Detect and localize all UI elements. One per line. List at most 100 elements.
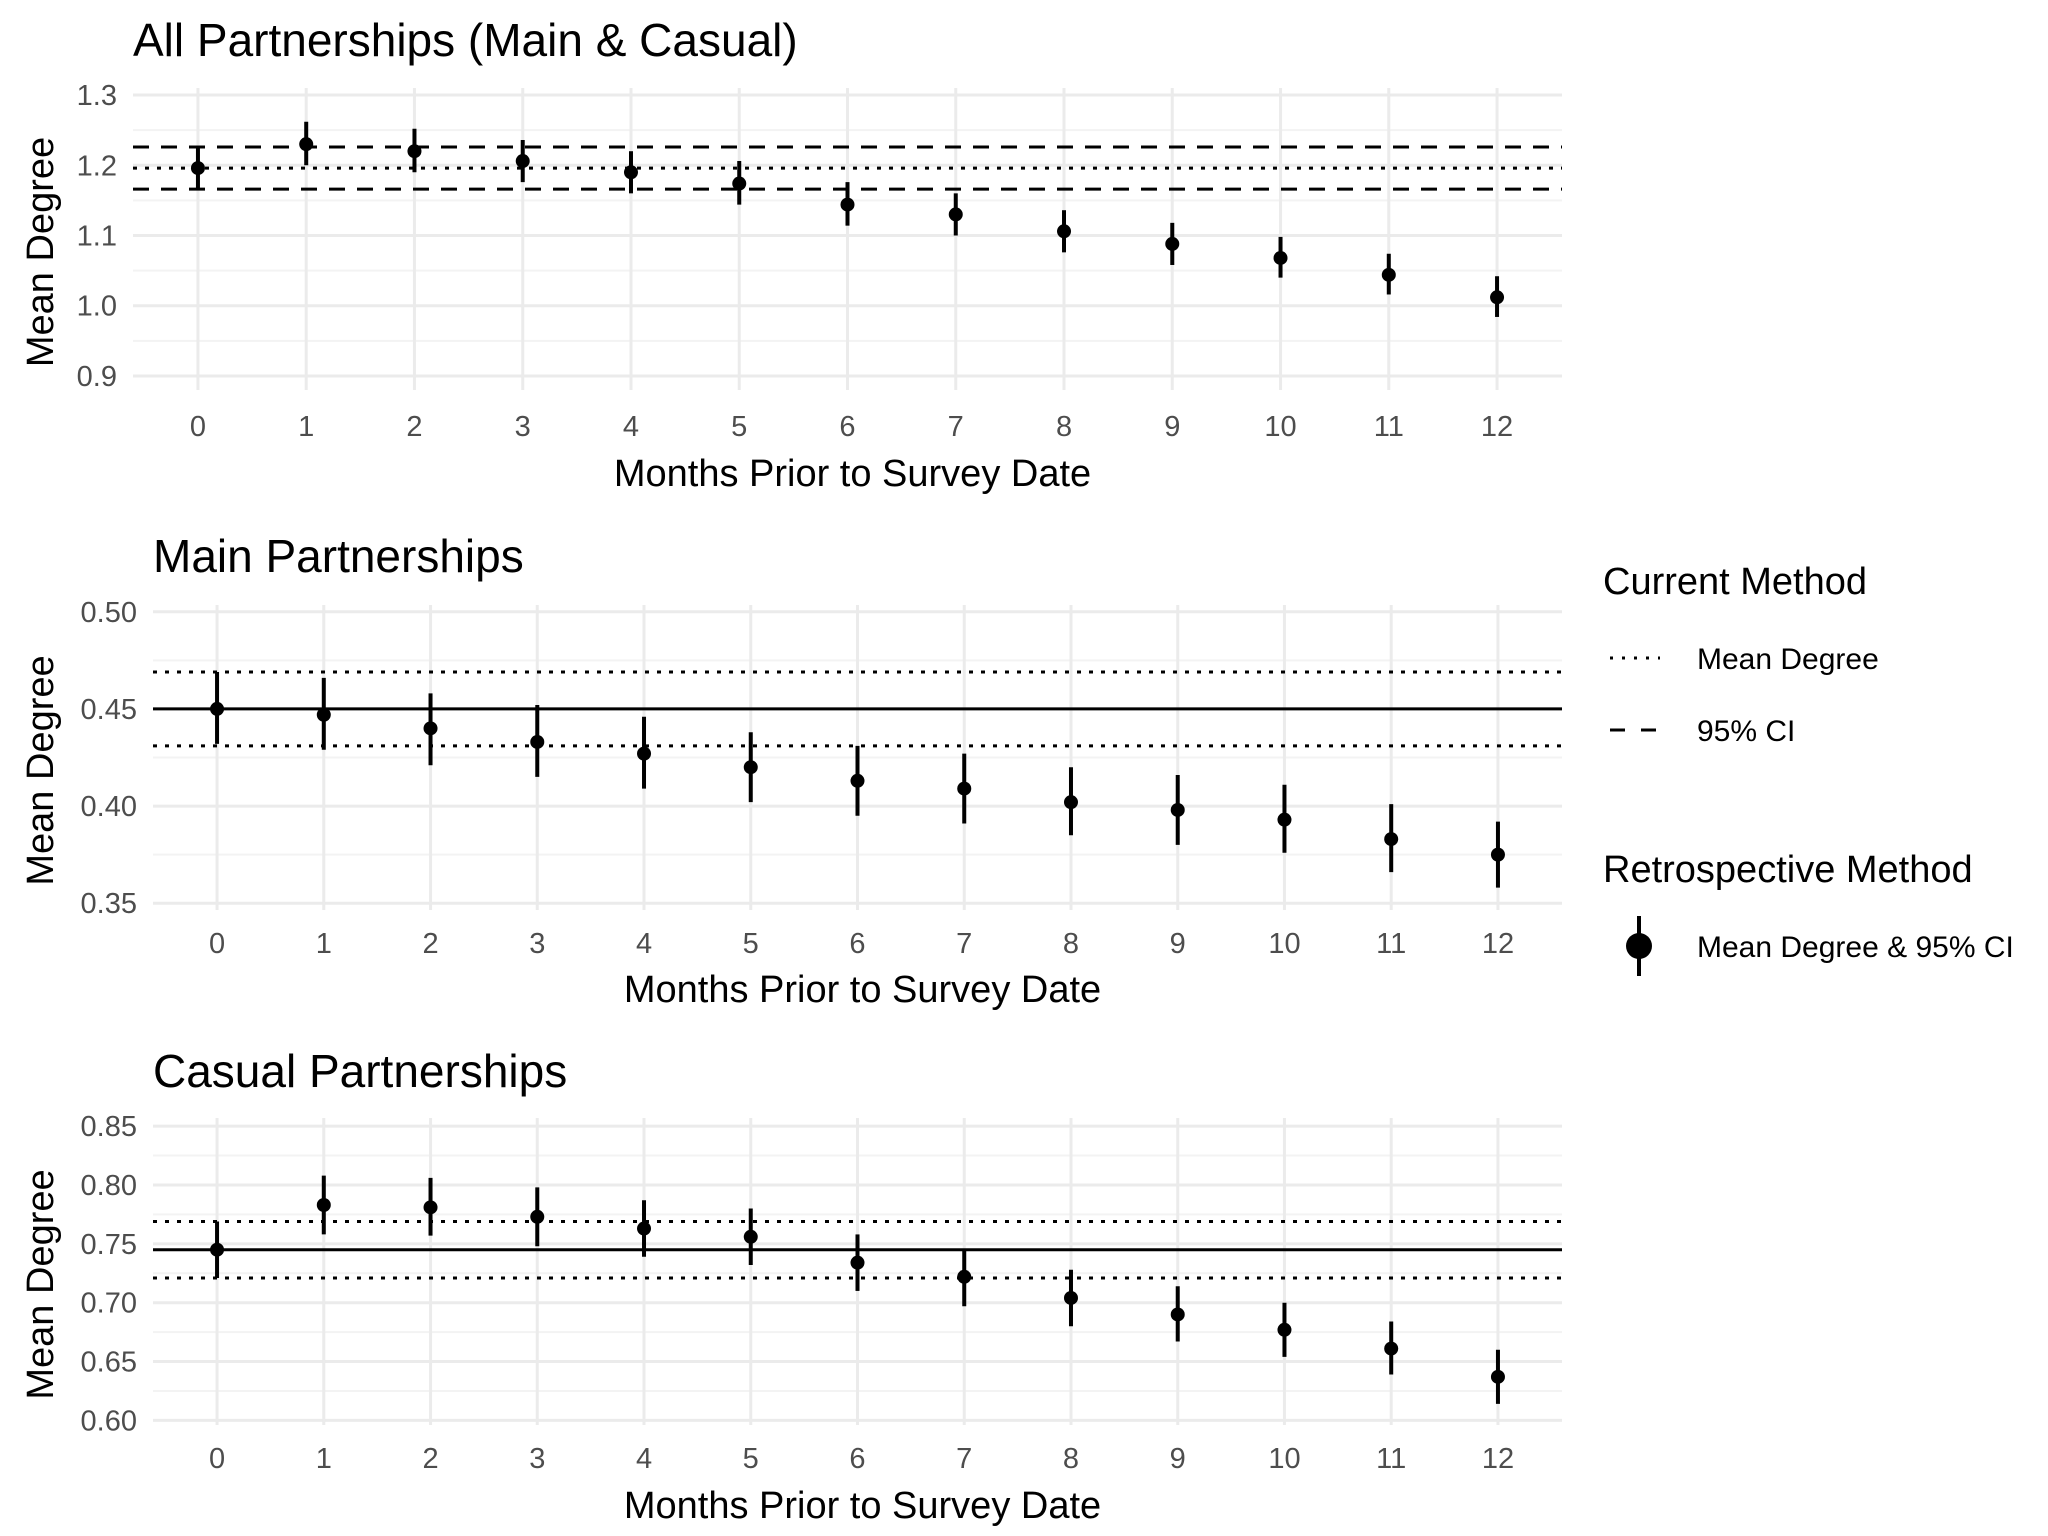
data-point	[1273, 250, 1288, 265]
chart-title: Casual Partnerships	[153, 1045, 567, 1097]
data-point	[423, 1200, 438, 1215]
x-tick-label: 2	[406, 411, 422, 443]
data-point	[743, 1229, 758, 1244]
data-point	[1165, 236, 1180, 251]
y-tick-label: 0.70	[81, 1288, 137, 1320]
data-point	[1490, 1369, 1505, 1384]
panel-2: 0.600.650.700.750.800.850 1 2 3 4 5 6 7 8 9 10 11 12…	[20, 1045, 1562, 1527]
x-tick-label: 6	[849, 928, 865, 960]
data-point	[1063, 1290, 1078, 1305]
data-point	[732, 176, 747, 191]
y-tick-label: 0.35	[81, 888, 137, 920]
data-point	[637, 1221, 652, 1236]
data-point	[1490, 847, 1505, 862]
x-axis-label: Months Prior to Survey Date	[624, 969, 1101, 1011]
data-point	[515, 154, 530, 169]
data-point	[957, 1269, 972, 1284]
data-point	[1384, 832, 1399, 847]
data-point	[850, 1255, 865, 1270]
data-point	[743, 760, 758, 775]
x-tick-label: 7	[956, 928, 972, 960]
legend: Current Method Mean Degree 95% CI Retros…	[1603, 561, 2014, 976]
x-tick-label: 9	[1164, 411, 1180, 443]
x-tick-label: 6	[839, 411, 855, 443]
data-point	[637, 746, 652, 761]
data-point	[1057, 224, 1072, 239]
legend-title-retrospective: Retrospective Method	[1603, 849, 1973, 891]
x-axis-label: Months Prior to Survey Date	[624, 1485, 1101, 1527]
y-tick-label: 0.65	[81, 1347, 137, 1379]
data-point	[530, 1209, 545, 1224]
x-tick-label: 10	[1268, 1443, 1300, 1475]
data-point	[407, 144, 422, 159]
chart-title: All Partnerships (Main & Casual)	[133, 14, 798, 66]
y-tick-label: 0.60	[81, 1405, 137, 1437]
data-point	[1384, 1341, 1399, 1356]
data-point	[1490, 290, 1505, 305]
legend-title-current: Current Method	[1603, 561, 1867, 603]
data-point	[1277, 812, 1292, 827]
data-point	[423, 721, 438, 736]
x-tick-label: 9	[1170, 928, 1186, 960]
x-tick-label: 11	[1376, 1443, 1406, 1475]
x-tick-label: 0	[190, 411, 206, 443]
x-tick-label: 7	[948, 411, 964, 443]
data-point	[1170, 802, 1185, 817]
x-tick-label: 9	[1170, 1443, 1186, 1475]
x-tick-label: 4	[623, 411, 639, 443]
x-tick-label: 1	[298, 411, 314, 443]
x-tick-label: 8	[1063, 928, 1079, 960]
x-tick-label: 8	[1063, 1443, 1079, 1475]
y-axis-label: Mean Degree	[20, 655, 62, 885]
x-tick-label: 0	[209, 928, 225, 960]
chart-title: Main Partnerships	[153, 530, 524, 582]
data-point	[948, 207, 963, 222]
x-tick-label: 3	[515, 411, 531, 443]
x-tick-label: 12	[1482, 928, 1514, 960]
data-point	[623, 165, 638, 180]
x-tick-label: 10	[1268, 928, 1300, 960]
y-tick-label: 1.3	[77, 80, 117, 112]
data-point	[1170, 1307, 1185, 1322]
x-axis-label: Months Prior to Survey Date	[614, 453, 1091, 495]
x-tick-label: 7	[956, 1443, 972, 1475]
x-tick-label: 5	[743, 1443, 759, 1475]
data-point	[190, 161, 205, 176]
y-tick-label: 1.0	[77, 291, 117, 323]
y-tick-label: 0.75	[81, 1229, 137, 1261]
legend-label-mean-degree-ci: Mean Degree & 95% CI	[1697, 931, 2014, 964]
legend-label-mean-degree: Mean Degree	[1697, 643, 1879, 676]
x-tick-label: 1	[316, 1443, 332, 1475]
x-tick-label: 4	[636, 1443, 652, 1475]
x-tick-label: 12	[1482, 1443, 1514, 1475]
x-tick-label: 11	[1376, 928, 1406, 960]
data-point	[1063, 795, 1078, 810]
x-tick-label: 6	[849, 1443, 865, 1475]
y-tick-label: 0.50	[81, 597, 137, 629]
y-tick-label: 0.85	[81, 1111, 137, 1143]
data-point	[316, 1197, 331, 1212]
data-point	[850, 773, 865, 788]
y-tick-label: 0.9	[77, 361, 117, 393]
x-tick-label: 3	[529, 928, 545, 960]
legend-key-pointrange-dot	[1626, 933, 1652, 959]
data-point	[299, 137, 314, 152]
y-tick-label: 0.45	[81, 694, 137, 726]
data-point	[210, 701, 225, 716]
y-tick-label: 1.2	[77, 150, 117, 182]
legend-label-95ci: 95% CI	[1697, 715, 1795, 748]
y-tick-label: 0.40	[81, 791, 137, 823]
data-point	[840, 197, 855, 212]
x-tick-label: 5	[743, 928, 759, 960]
y-tick-label: 1.1	[77, 220, 117, 252]
data-point	[957, 781, 972, 796]
x-tick-label: 0	[209, 1443, 225, 1475]
x-tick-label: 1	[316, 928, 332, 960]
x-tick-label: 4	[636, 928, 652, 960]
x-tick-label: 2	[422, 1443, 438, 1475]
y-axis-label: Mean Degree	[20, 1169, 62, 1399]
